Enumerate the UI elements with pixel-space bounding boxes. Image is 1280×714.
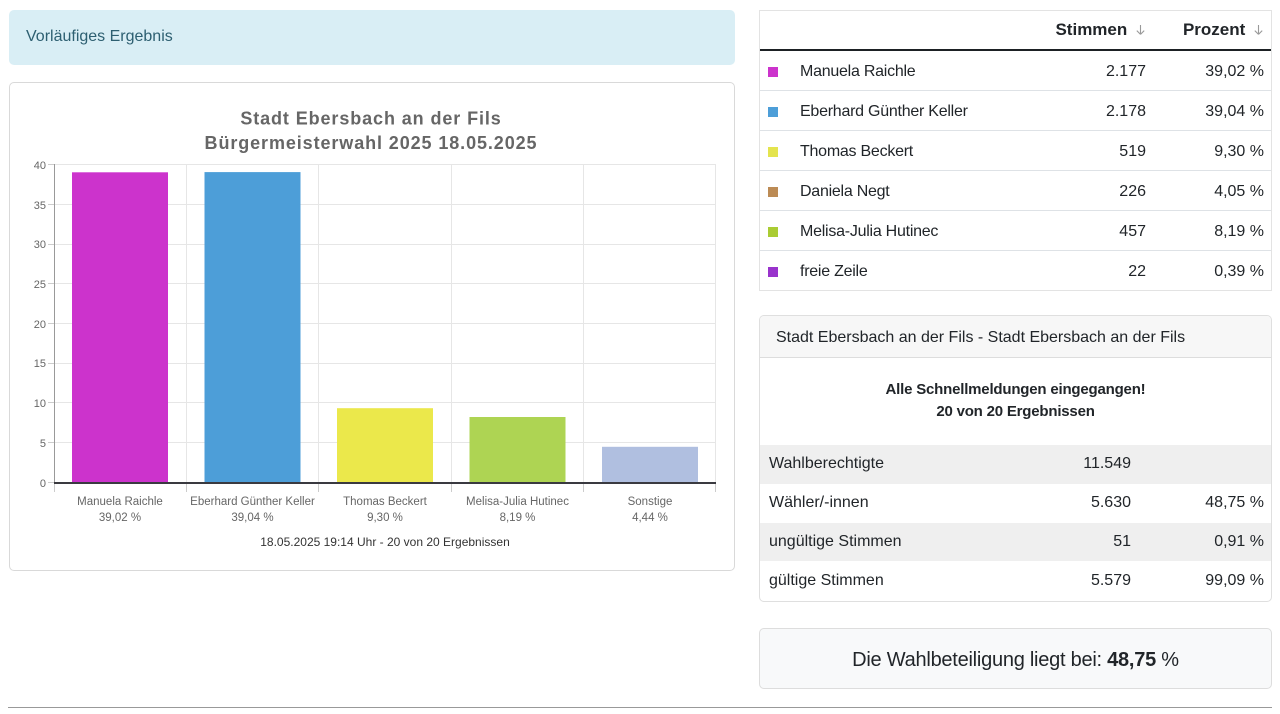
svg-text:35: 35 bbox=[34, 200, 46, 212]
svg-text:Thomas Beckert: Thomas Beckert bbox=[343, 496, 428, 508]
svg-text:20: 20 bbox=[34, 319, 46, 331]
svg-text:0: 0 bbox=[40, 478, 46, 490]
svg-text:Melisa-Julia Hutinec: Melisa-Julia Hutinec bbox=[466, 496, 569, 508]
svg-text:4,44 %: 4,44 % bbox=[632, 512, 668, 524]
svg-text:15: 15 bbox=[34, 358, 46, 370]
svg-text:40: 40 bbox=[34, 160, 46, 172]
svg-text:30: 30 bbox=[34, 239, 46, 251]
svg-text:9,30 %: 9,30 % bbox=[367, 512, 403, 524]
svg-text:25: 25 bbox=[34, 279, 46, 291]
svg-text:18.05.2025 19:14 Uhr - 20 von: 18.05.2025 19:14 Uhr - 20 von 20 Ergebni… bbox=[260, 535, 510, 549]
svg-text:10: 10 bbox=[34, 398, 46, 410]
svg-text:Bürgermeisterwahl 2025 18.05.2: Bürgermeisterwahl 2025 18.05.2025 bbox=[205, 133, 538, 153]
svg-text:Manuela Raichle: Manuela Raichle bbox=[77, 496, 163, 508]
svg-text:8,19 %: 8,19 % bbox=[500, 512, 536, 524]
svg-text:39,04 %: 39,04 % bbox=[231, 512, 273, 524]
svg-text:39,02 %: 39,02 % bbox=[99, 512, 141, 524]
svg-text:Eberhard Günther Keller: Eberhard Günther Keller bbox=[190, 496, 315, 508]
svg-text:Sonstige: Sonstige bbox=[628, 496, 673, 508]
svg-text:Stadt Ebersbach an der Fils: Stadt Ebersbach an der Fils bbox=[240, 109, 501, 129]
svg-text:5: 5 bbox=[40, 438, 46, 450]
